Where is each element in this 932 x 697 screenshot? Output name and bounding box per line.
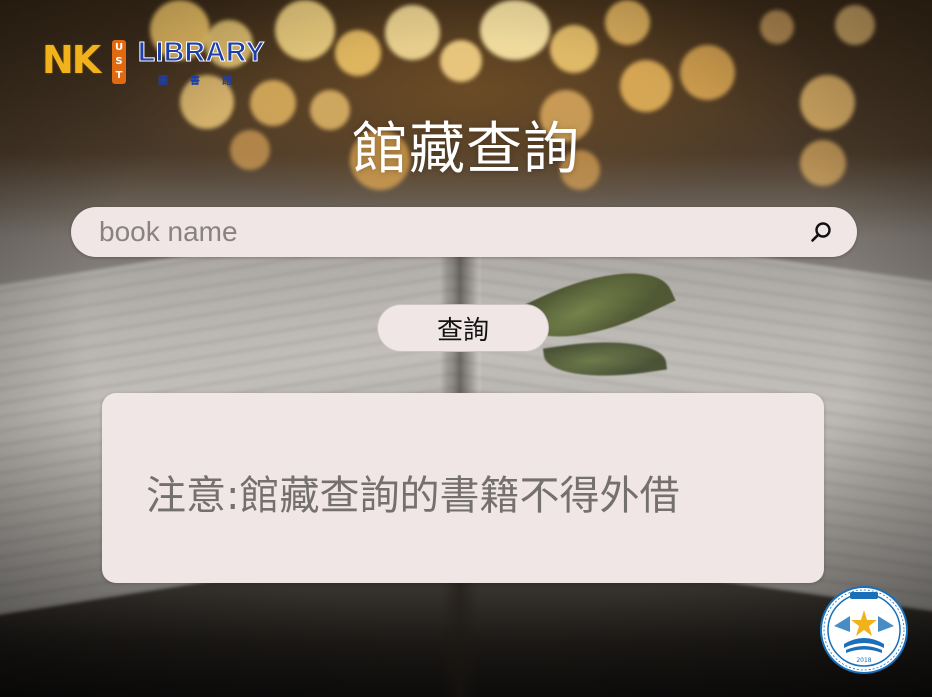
page-title: 館藏查詢 bbox=[352, 117, 580, 182]
logo-ust-letter: T bbox=[115, 70, 123, 81]
university-seal-icon: 2018 bbox=[820, 586, 908, 674]
seal-year: 2018 bbox=[856, 657, 871, 664]
nkust-library-logo[interactable]: NK U S T LIBRARY 圖書館 bbox=[42, 36, 272, 92]
search-bar bbox=[71, 207, 857, 257]
query-button[interactable]: 查詢 bbox=[377, 304, 549, 352]
logo-ust-badge: U S T bbox=[112, 40, 126, 84]
search-icon[interactable] bbox=[809, 220, 833, 244]
notice-text: 注意:館藏查詢的書籍不得外借 bbox=[146, 473, 680, 519]
logo-ust-letter: S bbox=[115, 56, 123, 67]
search-input[interactable] bbox=[99, 207, 779, 257]
logo-library-text: LIBRARY bbox=[138, 36, 265, 68]
notice-panel: 注意:館藏查詢的書籍不得外借 bbox=[102, 393, 824, 583]
logo-ust-letter: U bbox=[114, 42, 124, 53]
logo-nk-text: NK bbox=[42, 38, 101, 82]
logo-subtitle: 圖書館 bbox=[158, 76, 254, 87]
